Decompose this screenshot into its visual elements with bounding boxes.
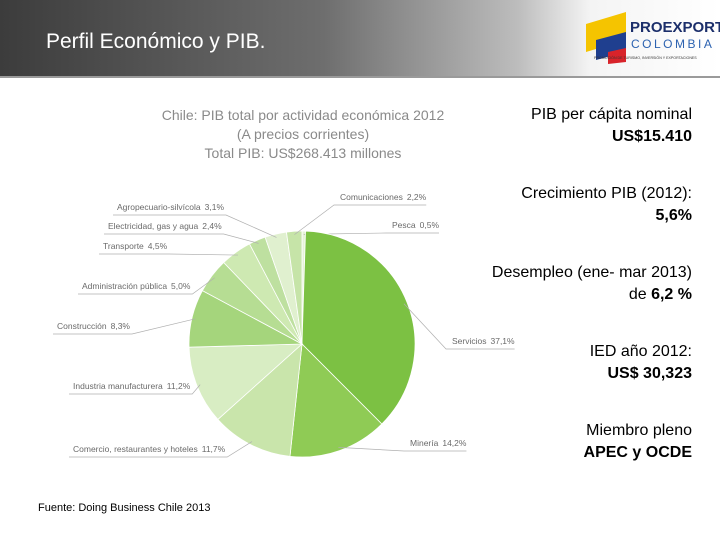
source: Fuente: Doing Business Chile 2013 xyxy=(38,502,211,514)
chart-title: Total PIB: US$268.413 millones xyxy=(205,145,402,161)
slice-label: Comercio, restaurantes y hoteles 11,7% xyxy=(73,444,226,454)
slice-category: Construcción xyxy=(57,321,107,331)
logo: PROEXPORT COLOMBIA PROMOCIÓN DE TURISMO,… xyxy=(586,12,720,64)
fact-value: 6,2 % xyxy=(651,286,692,303)
chart-title: (A precios corrientes) xyxy=(237,126,369,142)
logo-shape xyxy=(608,48,626,64)
pie-slice xyxy=(286,230,303,345)
slice-category: Comunicaciones xyxy=(340,192,403,202)
slice-label: Pesca 0,5% xyxy=(392,220,439,230)
slice-category: Servicios xyxy=(452,336,486,346)
leader-line xyxy=(69,384,201,395)
leader-line xyxy=(78,277,215,295)
slice-label: Servicios 37,1% xyxy=(452,336,515,346)
leader-line xyxy=(53,318,196,335)
fact-label: Desempleo (ene- mar 2013) de xyxy=(491,264,692,303)
leader-line xyxy=(104,233,259,244)
slice-category: Agropecuario-silvícola xyxy=(117,202,201,212)
leader-line xyxy=(69,441,253,458)
slice-value: 4,5% xyxy=(148,241,168,251)
leader-line xyxy=(113,214,277,238)
slice-value: 0,5% xyxy=(420,220,440,230)
slice-label: Transporte 4,5% xyxy=(103,241,168,251)
fact: Crecimiento PIB (2012): 5,6% xyxy=(482,183,692,227)
fact: PIB per cápita nominal US$15.410 xyxy=(482,104,692,148)
slice-label: Comunicaciones 2,2% xyxy=(340,192,427,202)
logo-text: PROEXPORT xyxy=(630,19,720,36)
slice-value: 11,2% xyxy=(167,381,191,391)
leader-line xyxy=(338,447,467,452)
slide-title: Perfil Económico y PIB. xyxy=(46,30,266,53)
slice-label: Industria manufacturera 11,2% xyxy=(73,381,191,391)
fact: Desempleo (ene- mar 2013) de 6,2 % xyxy=(482,262,692,306)
slice-category: Transporte xyxy=(103,241,144,251)
slice-value: 37,1% xyxy=(490,336,515,346)
logo-text: COLOMBIA xyxy=(631,37,714,51)
slice-category: Industria manufacturera xyxy=(73,381,163,391)
pie-slice xyxy=(217,343,303,457)
slice-label: Agropecuario-silvícola 3,1% xyxy=(117,202,224,212)
pie-slice xyxy=(188,343,304,420)
leader-line xyxy=(99,253,238,256)
slice-label: Construcción 8,3% xyxy=(57,321,130,331)
slice-value: 8,3% xyxy=(111,321,131,331)
slice-value: 14,2% xyxy=(442,438,467,448)
fact-label: IED año 2012: xyxy=(589,343,692,360)
leader-line xyxy=(403,303,515,350)
slice-label: Electricidad, gas y agua 2,4% xyxy=(108,221,222,231)
slice-category: Administración pública xyxy=(82,281,167,291)
fact-label: PIB per cápita nominal xyxy=(531,106,692,123)
header: Perfil Económico y PIB. PROEXPORT COLOMB… xyxy=(0,0,720,78)
chart-title: Chile: PIB total por actividad económica… xyxy=(162,107,445,123)
fact-value: APEC y OCDE xyxy=(583,444,692,461)
leader-line xyxy=(303,232,439,235)
pie-slice xyxy=(301,230,416,425)
leader-line xyxy=(294,204,427,235)
slice-value: 3,1% xyxy=(205,202,225,212)
slice-category: Comercio, restaurantes y hoteles xyxy=(73,444,198,454)
slice-value: 2,2% xyxy=(407,192,427,202)
facts: PIB per cápita nominal US$15.410 Crecimie… xyxy=(482,104,692,499)
slice-category: Electricidad, gas y agua xyxy=(108,221,199,231)
slice-category: Minería xyxy=(410,438,439,448)
fact-label: Crecimiento PIB (2012): xyxy=(521,185,692,202)
fact-value: 5,6% xyxy=(655,207,692,224)
slice-category: Pesca xyxy=(392,220,416,230)
fact-value: US$15.410 xyxy=(611,128,692,145)
fact-label: Miembro pleno xyxy=(586,422,692,439)
pie-slice xyxy=(289,343,383,458)
logo-tagline: PROMOCIÓN DE TURISMO, INVERSIÓN Y EXPORT… xyxy=(594,55,697,60)
fact-value: US$ 30,323 xyxy=(607,365,692,382)
slice-value: 2,4% xyxy=(202,221,222,231)
slice-label: Administración pública 5,0% xyxy=(82,281,191,291)
slice-label: Minería 14,2% xyxy=(410,438,467,448)
fact: Miembro pleno APEC y OCDE xyxy=(482,420,692,464)
fact: IED año 2012: US$ 30,323 xyxy=(482,341,692,385)
slice-value: 11,7% xyxy=(202,444,226,454)
slice-value: 5,0% xyxy=(171,281,191,291)
